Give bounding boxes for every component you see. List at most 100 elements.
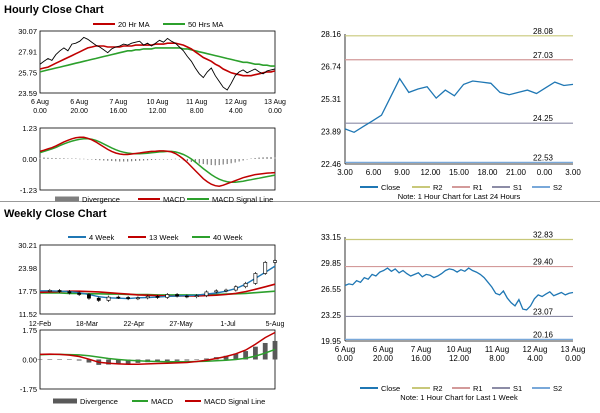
- plot-frame: [39, 244, 276, 315]
- y-tick-label: 22.46: [321, 160, 342, 169]
- candle-body: [224, 289, 228, 292]
- hourly-section-title: Hourly Close Chart: [4, 4, 104, 16]
- divergence-bar: [238, 159, 240, 162]
- level-label-s1: 24.25: [533, 114, 554, 123]
- x-tick-label: 20.00: [70, 108, 88, 115]
- x-tick-label: 13 Aug: [264, 99, 286, 106]
- hourly-macd-chart: 1.23 0.00 -1.23 Divergence MACD MACD Signal L…: [20, 124, 276, 204]
- x-tick-label: 10 Aug: [447, 345, 472, 354]
- divergence-bar: [115, 359, 121, 365]
- divergence-bar: [106, 359, 111, 365]
- divergence-bar: [223, 355, 229, 360]
- divergence-bar: [39, 157, 41, 159]
- x-tick-label: 27-May: [169, 321, 193, 328]
- candle-body: [87, 294, 91, 299]
- divergence-bar: [76, 359, 82, 361]
- x-tick-label: 10 Aug: [147, 99, 169, 106]
- x-tick-label: 0.00: [268, 108, 282, 115]
- x-tick-label: 9.00: [394, 168, 410, 177]
- legend-divergence-swatch: [53, 398, 77, 404]
- legend-s1: S1: [513, 384, 522, 393]
- y-tick-label: -1.75: [20, 385, 37, 394]
- x-tick-label: 8.00: [489, 354, 505, 363]
- y-tick-label: 29.85: [321, 259, 342, 268]
- series-macd: [39, 136, 276, 187]
- x-tick-label: 16.00: [411, 354, 432, 363]
- x-tick-label: 1-Jul: [220, 321, 236, 328]
- legend-s2: S2: [553, 183, 562, 192]
- y-tick-label: 23.89: [321, 128, 342, 137]
- section-divider: [0, 201, 600, 202]
- candle-body: [96, 297, 101, 301]
- candle-body: [155, 296, 160, 298]
- divergence-bar: [75, 158, 77, 159]
- level-label-r1: 27.03: [533, 51, 554, 60]
- legend-r1: R1: [473, 384, 483, 393]
- chart-note: Note: 1 Hour Chart for Last 24 Hours: [398, 192, 521, 201]
- divergence-bar: [194, 359, 200, 360]
- y-tick-label: 11.52: [19, 310, 37, 319]
- x-tick-label: 12.00: [149, 108, 167, 115]
- divergence-bar: [155, 359, 160, 362]
- y-tick-label: 26.74: [321, 63, 342, 72]
- candle-body: [243, 283, 248, 288]
- divergence-bar: [194, 159, 196, 163]
- divergence-bar: [253, 346, 258, 360]
- level-label-s2: 22.53: [533, 153, 554, 162]
- y-tick-label: 33.15: [321, 233, 342, 242]
- candle-body: [214, 290, 219, 293]
- divergence-bar: [131, 159, 133, 162]
- legend-divergence-swatch: [55, 196, 79, 202]
- divergence-bar: [258, 157, 260, 159]
- divergence-bar: [174, 359, 180, 361]
- divergence-bar: [142, 159, 145, 161]
- y-tick-label: 0.00: [22, 155, 37, 164]
- plot-frame: [39, 30, 276, 94]
- divergence-bar: [134, 159, 137, 162]
- divergence-bar: [83, 158, 85, 160]
- divergence-bar: [154, 159, 157, 160]
- x-tick-label: 6.00: [366, 168, 382, 177]
- divergence-bar: [170, 159, 173, 160]
- divergence-bar: [67, 158, 69, 159]
- divergence-bar: [262, 157, 264, 159]
- divergence-bar: [119, 159, 121, 162]
- legend-50hrs-ma: 50 Hrs MA: [188, 20, 223, 29]
- divergence-bar: [246, 159, 248, 160]
- legend-r2: R2: [433, 183, 443, 192]
- y-tick-label: 25.75: [18, 68, 37, 77]
- level-label-s1: 23.07: [533, 307, 554, 316]
- divergence-bar: [91, 159, 93, 160]
- divergence-bar: [178, 159, 181, 160]
- divergence-bar: [125, 359, 131, 364]
- x-tick-label: 0.00: [537, 168, 553, 177]
- weekly-macd-chart: 1.75 0.00 -1.75 Divergence MACD MACD Signal L…: [20, 326, 278, 406]
- x-tick-label: 6 Aug: [70, 99, 88, 106]
- legend-macd: MACD: [151, 397, 174, 406]
- series-signal: [39, 348, 276, 363]
- x-tick-label: 16.00: [110, 108, 128, 115]
- y-tick-label: 23.25: [321, 311, 342, 320]
- y-tick-label: 1.23: [22, 124, 37, 133]
- divergence-bar: [274, 156, 276, 159]
- series-50hr-ma: [39, 47, 275, 73]
- divergence-bar: [146, 159, 149, 161]
- candle-body: [263, 262, 268, 274]
- legend-r1: R1: [473, 183, 483, 192]
- y-tick-label: 0.00: [22, 356, 37, 365]
- divergence-bar: [103, 159, 105, 161]
- divergence-bar: [206, 159, 208, 165]
- divergence-bar: [266, 156, 268, 159]
- divergence-bar: [123, 159, 125, 162]
- candle-body: [57, 290, 62, 292]
- x-tick-label: 6 Aug: [335, 345, 355, 354]
- candle-body: [194, 295, 199, 298]
- divergence-bar: [127, 159, 129, 162]
- divergence-bar: [184, 359, 190, 361]
- level-label-r1: 29.40: [533, 258, 554, 267]
- divergence-bar: [111, 159, 113, 162]
- y-tick-label: 27.91: [18, 48, 37, 57]
- divergence-bar: [270, 156, 272, 159]
